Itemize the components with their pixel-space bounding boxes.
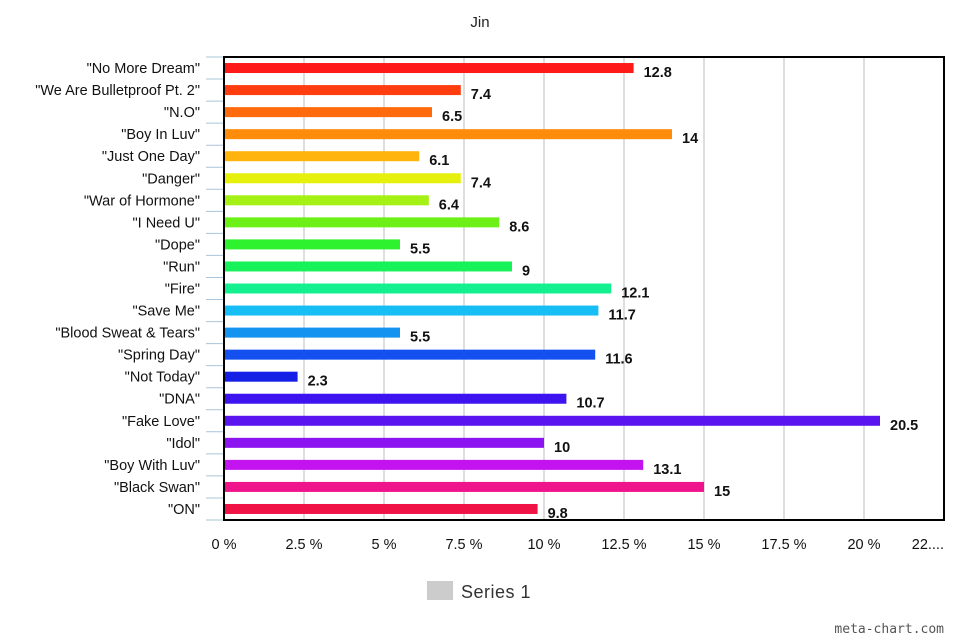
category-label: "Boy In Luv" <box>121 127 200 143</box>
category-label: "No More Dream" <box>87 61 200 77</box>
legend: Series 1 <box>427 581 531 602</box>
category-label: "Boy With Luv" <box>104 458 200 474</box>
category-label: "ON" <box>168 502 200 518</box>
bar <box>224 217 500 228</box>
value-label: 13.1 <box>653 462 681 478</box>
category-label: "I Need U" <box>132 215 200 231</box>
chart-title: Jin <box>470 14 489 31</box>
value-label: 12.8 <box>644 65 672 81</box>
value-label: 7.4 <box>471 175 491 191</box>
bar <box>224 481 704 492</box>
category-label: "Just One Day" <box>102 149 200 165</box>
bar <box>224 129 672 140</box>
legend-swatch <box>427 581 453 600</box>
bar <box>224 437 544 448</box>
bar <box>224 459 644 470</box>
category-labels: "No More Dream" "We Are Bulletproof Pt. 2… <box>35 61 200 518</box>
bar <box>224 107 432 118</box>
bar <box>224 393 567 404</box>
value-label: 11.6 <box>605 352 632 368</box>
category-label: "War of Hormone" <box>84 193 200 209</box>
bar <box>224 239 400 250</box>
category-label: "Spring Day" <box>118 348 200 364</box>
category-label: "N.O" <box>164 105 200 121</box>
bar <box>224 503 538 514</box>
x-tick-label: 22.... <box>912 537 944 553</box>
value-label: 7.4 <box>471 87 491 103</box>
bar <box>224 173 461 184</box>
credit-text: meta-chart.com <box>834 622 944 637</box>
category-label: "Dope" <box>155 237 200 253</box>
value-label: 5.5 <box>410 330 430 346</box>
x-tick-label: 0 % <box>212 537 237 553</box>
value-labels: 12.8 7.4 6.5 14 6.1 7.4 6.4 8.6 5.5 9 12.1 11.7 5.5 1… <box>308 65 919 522</box>
bar <box>224 349 596 360</box>
category-label: "We Are Bulletproof Pt. 2" <box>35 83 200 99</box>
x-tick-label: 15 % <box>687 537 720 553</box>
bar <box>224 327 400 338</box>
x-tick-label: 20 % <box>847 537 880 553</box>
value-label: 6.5 <box>442 109 462 125</box>
category-label: "Fake Love" <box>122 414 200 430</box>
category-label: "Fire" <box>165 282 200 298</box>
value-label: 9 <box>522 263 530 279</box>
bar <box>224 283 612 294</box>
category-label: "Save Me" <box>132 304 200 320</box>
value-label: 5.5 <box>410 241 430 257</box>
bar <box>224 195 429 206</box>
value-label: 2.3 <box>308 374 328 390</box>
category-label: "Not Today" <box>125 370 200 386</box>
bar <box>224 63 634 74</box>
value-label: 20.5 <box>890 418 918 434</box>
category-label: "DNA" <box>159 392 200 408</box>
x-tick-label: 2.5 % <box>285 537 322 553</box>
x-tick-label: 17.5 % <box>761 537 806 553</box>
category-label: "Black Swan" <box>114 480 200 496</box>
value-label: 6.4 <box>439 197 459 213</box>
category-label: "Idol" <box>166 436 200 452</box>
category-label: "Run" <box>163 259 200 275</box>
bar <box>224 151 420 162</box>
bar <box>224 261 512 272</box>
x-tick-label: 12.5 % <box>601 537 646 553</box>
bar <box>224 371 298 382</box>
x-tick-label: 7.5 % <box>445 537 482 553</box>
value-label: 10 <box>554 440 570 456</box>
legend-label: Series 1 <box>461 582 531 602</box>
category-label: "Danger" <box>142 171 200 187</box>
bars <box>224 63 880 514</box>
value-label: 6.1 <box>429 153 449 169</box>
x-tick-label: 5 % <box>372 537 397 553</box>
x-tick-label: 10 % <box>527 537 560 553</box>
value-label: 10.7 <box>576 396 604 412</box>
value-label: 9.8 <box>548 506 568 522</box>
value-label: 12.1 <box>621 286 649 302</box>
bar <box>224 85 461 96</box>
bar <box>224 415 880 426</box>
bar <box>224 305 599 316</box>
x-axis-tick-labels: 0 % 2.5 % 5 % 7.5 % 10 % 12.5 % 15 % 17.5 % 20 %… <box>212 537 945 553</box>
value-label: 11.7 <box>608 308 635 324</box>
category-label: "Blood Sweat & Tears" <box>55 326 200 342</box>
value-label: 15 <box>714 484 730 500</box>
plot-frame <box>223 56 945 521</box>
value-label: 14 <box>682 131 698 147</box>
value-label: 8.6 <box>509 219 529 235</box>
